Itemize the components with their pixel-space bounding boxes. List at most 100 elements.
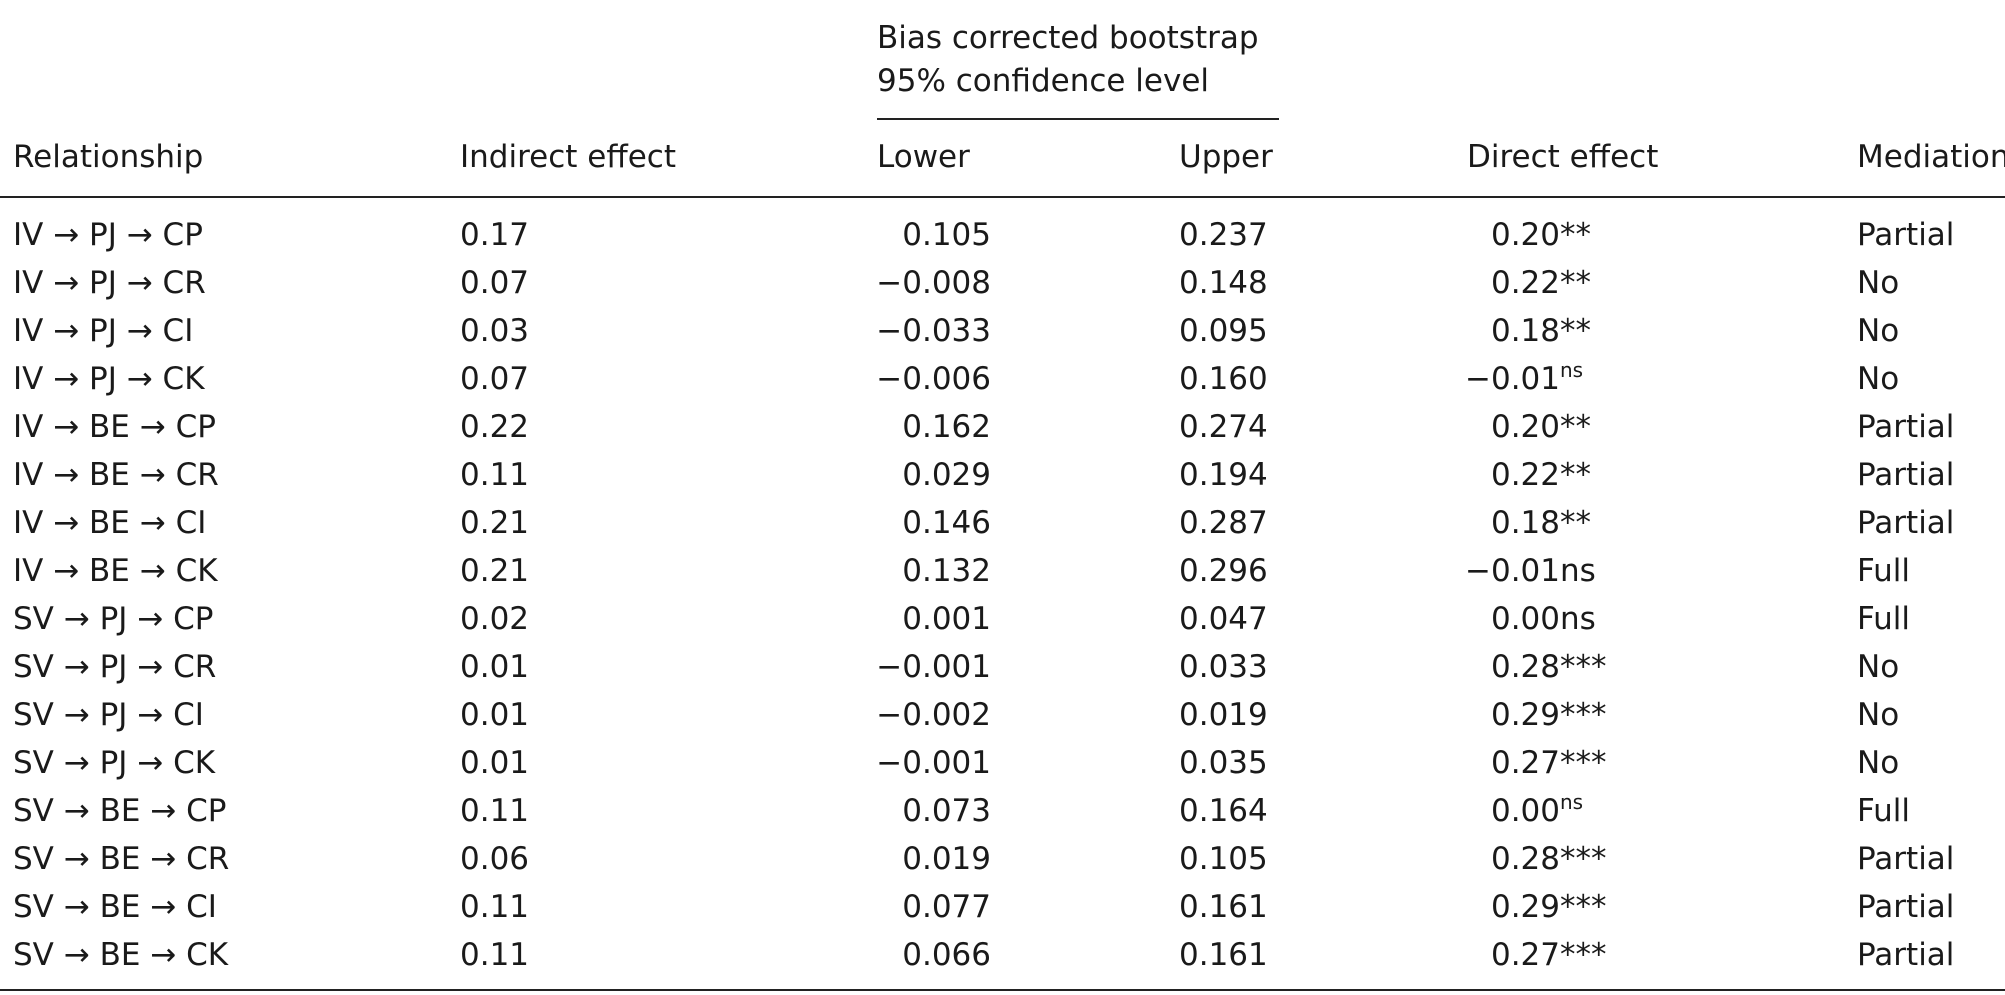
cell: 0.11 [460, 793, 530, 829]
cell: IV → BE → CK [13, 553, 218, 589]
cell-direct: 0.22** [1360, 455, 1591, 495]
header-rule [0, 196, 2005, 198]
cell: Partial [1857, 841, 1955, 877]
cell: 0.01 [460, 649, 530, 685]
cell: SV → PJ → CP [13, 601, 214, 637]
cell-direct: 0.29*** [1360, 887, 1607, 927]
cell: 0.01 [460, 697, 530, 733]
direct-value: 0.29 [1490, 697, 1560, 733]
direct-value: 0.18 [1490, 505, 1560, 541]
direct-suffix: *** [1560, 649, 1607, 685]
cell: 0.22 [460, 409, 530, 445]
cell: 0.194 [1179, 457, 1268, 493]
cell: 0.21 [460, 505, 530, 541]
cell: IV → PJ → CK [13, 361, 205, 397]
cell: Partial [1857, 217, 1955, 253]
cell-lower: 0.073 [902, 793, 991, 829]
cell: No [1857, 361, 1900, 397]
cell: Partial [1857, 505, 1955, 541]
cell-lower: 0.105 [902, 217, 991, 253]
cell: No [1857, 745, 1900, 781]
group-header: Bias corrected bootstrap [877, 20, 1259, 56]
direct-suffix: ns [1560, 601, 1596, 637]
direct-value: 0.22 [1490, 457, 1560, 493]
cell-direct: −0.01ns [1360, 359, 1583, 399]
cell: IV → PJ → CR [13, 265, 206, 301]
direct-value: 0.00 [1490, 601, 1560, 637]
cell: Partial [1857, 937, 1955, 973]
direct-value: −0.01 [1465, 361, 1560, 397]
direct-suffix: ** [1560, 265, 1591, 301]
cell: 0.161 [1179, 889, 1268, 925]
cell: Full [1857, 793, 1911, 829]
direct-suffix: *** [1560, 745, 1607, 781]
cell-direct: 0.29*** [1360, 695, 1607, 735]
cell: IV → BE → CR [13, 457, 219, 493]
cell: 0.21 [460, 553, 530, 589]
cell-direct: 0.00ns [1360, 599, 1596, 639]
column-header: Mediation [1857, 139, 2005, 175]
cell-direct: 0.20** [1360, 215, 1591, 255]
direct-value: 0.29 [1490, 889, 1560, 925]
cell: SV → PJ → CK [13, 745, 216, 781]
cell-direct: 0.28*** [1360, 647, 1607, 687]
cell: IV → BE → CI [13, 505, 207, 541]
direct-suffix: *** [1560, 889, 1607, 925]
cell: SV → PJ → CI [13, 697, 204, 733]
cell-lower: 0.132 [902, 553, 991, 589]
cell: 0.160 [1179, 361, 1268, 397]
cell: IV → PJ → CI [13, 313, 194, 349]
cell: 0.01 [460, 745, 530, 781]
cell: 0.237 [1179, 217, 1268, 253]
direct-value: 0.28 [1490, 649, 1560, 685]
cell: IV → PJ → CP [13, 217, 203, 253]
cell: 0.274 [1179, 409, 1268, 445]
cell: 0.148 [1179, 265, 1268, 301]
direct-value: 0.27 [1490, 937, 1560, 973]
direct-suffix: *** [1560, 937, 1607, 973]
cell-lower: 0.066 [902, 937, 991, 973]
cell-lower: −0.001 [876, 745, 991, 781]
cell: 0.287 [1179, 505, 1268, 541]
direct-suffix: ** [1560, 505, 1591, 541]
column-header: Upper [1179, 139, 1273, 175]
direct-suffix: ** [1560, 313, 1591, 349]
group-rule [877, 118, 1279, 120]
cell: 0.07 [460, 361, 530, 397]
direct-suffix: *** [1560, 841, 1607, 877]
direct-value: 0.00 [1490, 793, 1560, 829]
cell-direct: 0.28*** [1360, 839, 1607, 879]
cell-direct: −0.01ns [1360, 551, 1596, 591]
cell: 0.07 [460, 265, 530, 301]
cell: Partial [1857, 889, 1955, 925]
direct-value: 0.28 [1490, 841, 1560, 877]
direct-superscript: ns [1560, 358, 1584, 382]
direct-value: −0.01 [1465, 553, 1560, 589]
cell: 0.296 [1179, 553, 1268, 589]
cell-direct: 0.27*** [1360, 743, 1607, 783]
cell-direct: 0.18** [1360, 311, 1591, 351]
cell: 0.105 [1179, 841, 1268, 877]
direct-value: 0.22 [1490, 265, 1560, 301]
cell: 0.06 [460, 841, 530, 877]
cell: No [1857, 265, 1900, 301]
cell: SV → BE → CP [13, 793, 227, 829]
cell: Partial [1857, 457, 1955, 493]
cell: Partial [1857, 409, 1955, 445]
direct-suffix: ns [1560, 553, 1596, 589]
cell-lower: 0.019 [902, 841, 991, 877]
column-header: Lower [877, 139, 970, 175]
cell: Full [1857, 601, 1911, 637]
cell-lower: 0.162 [902, 409, 991, 445]
cell: SV → BE → CR [13, 841, 230, 877]
cell: 0.02 [460, 601, 530, 637]
cell: Full [1857, 553, 1911, 589]
cell: 0.047 [1179, 601, 1268, 637]
cell: SV → BE → CI [13, 889, 217, 925]
cell-direct: 0.00ns [1360, 791, 1583, 831]
cell-lower: 0.029 [902, 457, 991, 493]
cell-lower: −0.006 [876, 361, 991, 397]
direct-suffix: ** [1560, 409, 1591, 445]
cell-direct: 0.18** [1360, 503, 1591, 543]
cell-lower: −0.002 [876, 697, 991, 733]
